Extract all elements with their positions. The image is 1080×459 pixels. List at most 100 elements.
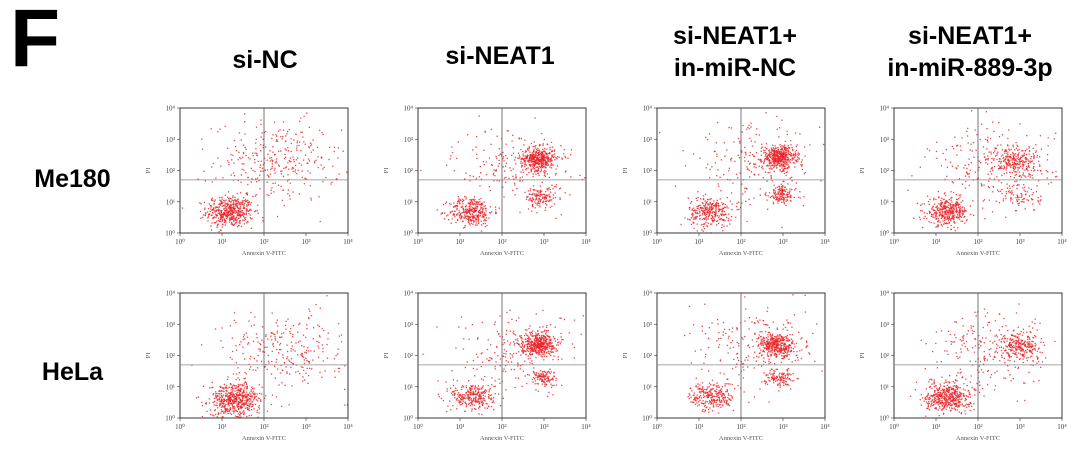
data-point bbox=[248, 212, 250, 215]
data-point bbox=[963, 209, 966, 211]
data-point bbox=[708, 214, 710, 216]
data-point bbox=[787, 191, 789, 193]
data-point bbox=[552, 197, 554, 199]
data-point bbox=[951, 203, 953, 206]
data-point bbox=[254, 393, 256, 395]
data-point bbox=[529, 164, 532, 166]
data-point bbox=[1021, 194, 1023, 197]
data-point bbox=[477, 201, 479, 204]
data-point bbox=[484, 131, 486, 133]
data-point bbox=[749, 176, 751, 178]
data-point bbox=[303, 369, 305, 372]
data-point bbox=[943, 202, 946, 204]
data-point bbox=[246, 205, 248, 207]
data-point bbox=[484, 213, 486, 215]
data-point bbox=[216, 209, 218, 211]
data-point bbox=[221, 215, 223, 218]
data-point bbox=[766, 147, 768, 150]
data-point bbox=[228, 221, 231, 223]
data-point bbox=[317, 356, 320, 358]
data-point bbox=[271, 159, 273, 161]
data-point bbox=[200, 203, 202, 205]
data-point bbox=[537, 172, 540, 174]
data-point bbox=[777, 161, 780, 163]
data-point bbox=[472, 202, 474, 204]
data-point bbox=[318, 196, 320, 198]
data-point bbox=[239, 192, 242, 194]
data-point bbox=[541, 160, 543, 162]
data-point bbox=[459, 199, 461, 201]
data-point bbox=[525, 150, 527, 152]
data-point bbox=[1030, 157, 1032, 160]
data-point bbox=[717, 202, 719, 205]
data-point bbox=[485, 207, 487, 210]
data-point bbox=[232, 195, 234, 197]
data-point bbox=[723, 142, 725, 144]
data-point bbox=[551, 156, 553, 158]
data-point bbox=[1005, 149, 1007, 151]
data-point bbox=[1021, 160, 1023, 162]
data-point bbox=[235, 401, 237, 403]
data-point bbox=[531, 205, 533, 207]
data-point bbox=[215, 210, 218, 212]
data-point bbox=[1012, 159, 1014, 161]
data-point bbox=[469, 203, 471, 205]
data-point bbox=[201, 216, 204, 219]
data-point bbox=[777, 193, 779, 195]
data-point bbox=[263, 351, 266, 353]
data-point bbox=[324, 370, 326, 372]
data-point bbox=[245, 210, 248, 212]
data-point bbox=[780, 159, 782, 162]
data-point bbox=[245, 219, 247, 221]
data-point bbox=[281, 170, 283, 172]
data-point bbox=[232, 394, 234, 396]
data-point bbox=[244, 146, 246, 149]
data-point bbox=[285, 328, 287, 330]
data-point bbox=[220, 209, 222, 212]
data-point bbox=[770, 174, 772, 177]
data-point bbox=[457, 392, 460, 394]
data-point bbox=[269, 173, 272, 175]
data-point bbox=[782, 158, 785, 160]
data-point bbox=[1035, 144, 1037, 146]
data-point bbox=[227, 213, 229, 215]
data-point bbox=[746, 166, 748, 168]
data-point bbox=[760, 150, 762, 152]
data-point bbox=[928, 149, 931, 152]
data-point bbox=[522, 171, 525, 174]
data-point bbox=[538, 145, 541, 147]
data-point bbox=[775, 150, 777, 152]
data-point bbox=[209, 213, 211, 215]
data-point bbox=[239, 206, 241, 208]
data-point bbox=[470, 199, 473, 201]
data-point bbox=[308, 145, 310, 148]
data-point bbox=[462, 209, 465, 211]
data-point bbox=[295, 133, 297, 135]
data-point bbox=[1007, 155, 1010, 158]
data-point bbox=[791, 146, 793, 149]
data-point bbox=[963, 216, 965, 218]
data-point bbox=[712, 207, 714, 209]
data-point bbox=[944, 217, 946, 219]
data-point bbox=[692, 213, 694, 216]
data-point bbox=[469, 213, 472, 215]
data-point bbox=[254, 162, 256, 164]
data-point bbox=[225, 408, 227, 411]
data-point bbox=[786, 193, 789, 196]
data-point bbox=[724, 155, 726, 157]
data-point bbox=[800, 163, 802, 166]
data-point bbox=[215, 221, 217, 224]
data-point bbox=[951, 208, 953, 210]
data-point bbox=[266, 169, 269, 171]
data-point bbox=[1022, 184, 1025, 186]
data-point bbox=[458, 400, 460, 402]
data-point bbox=[233, 204, 235, 206]
data-point bbox=[469, 387, 472, 390]
data-point bbox=[935, 198, 937, 201]
data-point bbox=[305, 357, 307, 359]
data-point bbox=[268, 176, 270, 178]
data-point bbox=[1015, 142, 1017, 144]
data-point bbox=[542, 153, 544, 155]
data-point bbox=[208, 203, 210, 205]
data-point bbox=[691, 213, 693, 216]
